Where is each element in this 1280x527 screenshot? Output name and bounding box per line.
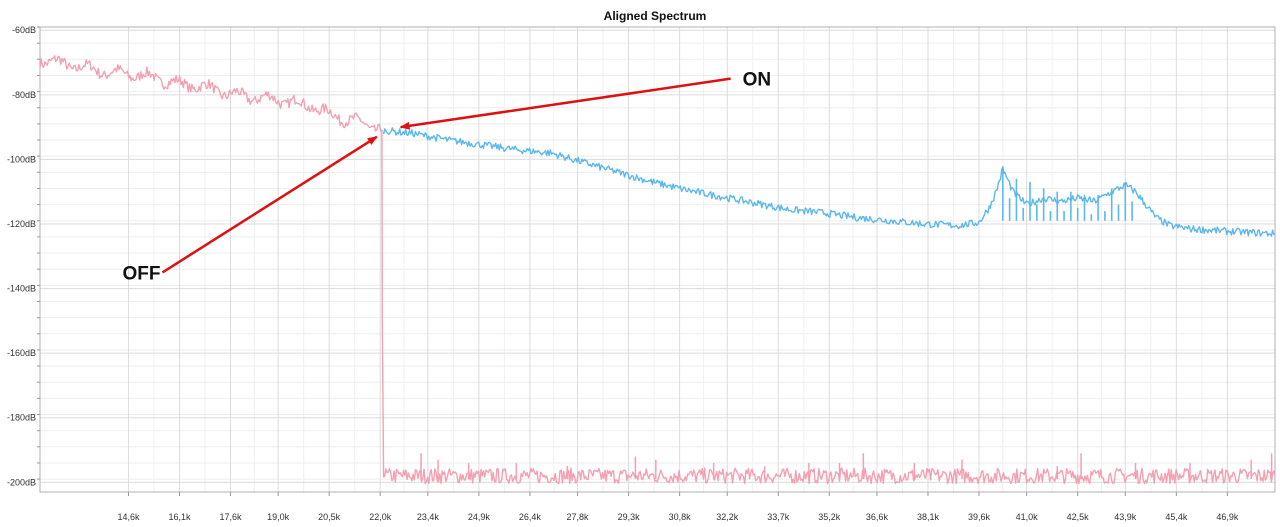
- chart-title: Aligned Spectrum: [604, 9, 707, 23]
- x-tick-label: 29,3k: [618, 512, 641, 522]
- x-tick-label: 22,0k: [369, 512, 392, 522]
- x-tick-label: 30,8k: [669, 512, 692, 522]
- x-tick-label: 26,4k: [519, 512, 542, 522]
- annotation-label-on: ON: [743, 70, 772, 91]
- x-tick-label: 35,2k: [818, 512, 841, 522]
- series-1-line: [39, 55, 1276, 485]
- y-tick-label: -200dB: [7, 477, 36, 487]
- x-tick-label: 43,9k: [1114, 512, 1137, 522]
- y-tick-label: -160dB: [7, 348, 36, 358]
- x-tick-label: 16,1k: [168, 512, 191, 522]
- x-tick-label: 23,4k: [417, 512, 440, 522]
- x-tick-label: 17,6k: [220, 512, 243, 522]
- x-tick-label: 42,5k: [1067, 512, 1090, 522]
- x-tick-label: 45,4k: [1165, 512, 1188, 522]
- x-tick-label: 33,7k: [767, 512, 790, 522]
- x-tick-label: 20,5k: [318, 512, 341, 522]
- y-tick-label: -180dB: [7, 413, 36, 423]
- x-tick-label: 41,0k: [1016, 512, 1039, 522]
- y-tick-label: -140dB: [7, 284, 36, 294]
- plot-frame: [39, 26, 1276, 493]
- series-layer: [39, 55, 1276, 485]
- x-tick-label: 14,6k: [117, 512, 140, 522]
- x-tick-label: 27,8k: [567, 512, 590, 522]
- annotation-arrow-on: [399, 77, 731, 130]
- x-tick-label: 32,2k: [716, 512, 739, 522]
- x-tick-label: 38,1k: [917, 512, 940, 522]
- annotation-label-off: OFF: [122, 263, 160, 284]
- x-tick-label: 24,9k: [468, 512, 491, 522]
- annotation-arrow-off: [161, 135, 378, 274]
- y-tick-label: -60dB: [12, 25, 36, 35]
- major-grid: [40, 27, 1275, 492]
- y-tick-label: -120dB: [7, 219, 36, 229]
- annotations-layer: ON OFF: [122, 70, 771, 285]
- x-tick-label: 39,6k: [968, 512, 991, 522]
- x-tick-label: 19,0k: [267, 512, 290, 522]
- series-2-line: [382, 127, 1276, 237]
- x-tick-label: 36,6k: [866, 512, 889, 522]
- y-axis-ticks: -60dB -80dB -100dB -120dB -140dB -160dB -180dB…: [7, 25, 40, 487]
- y-tick-label: -100dB: [7, 154, 36, 164]
- x-tick-label: 46,9k: [1216, 512, 1239, 522]
- x-axis-ticks: 14,6k 16,1k 17,6k 19,0k 20,5k 22,0k 23,4k 24,9k…: [117, 492, 1239, 522]
- y-tick-label: -80dB: [12, 90, 36, 100]
- minor-grid: [40, 26, 1275, 492]
